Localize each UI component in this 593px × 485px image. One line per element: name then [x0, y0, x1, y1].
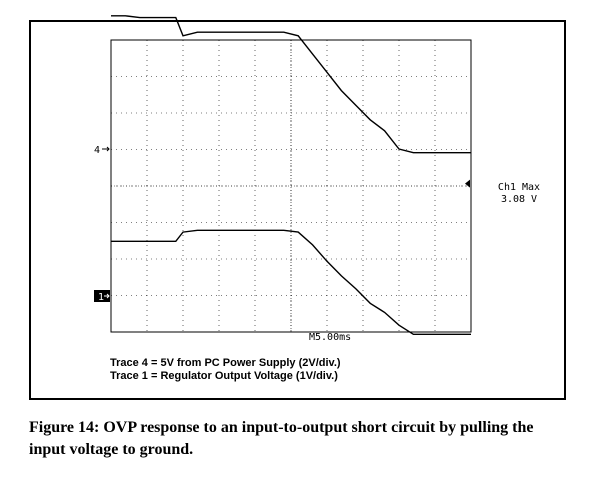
channel-marker-1: 1 [94, 290, 110, 303]
ch1-max-value: 3.08 V [501, 194, 537, 205]
trace-4 [111, 15, 471, 154]
trace-legend: Trace 4 = 5V from PC Power Supply (2V/di… [110, 357, 341, 383]
trace-1 [111, 229, 471, 335]
graticule [110, 39, 472, 333]
legend-trace-4: Trace 4 = 5V from PC Power Supply (2V/di… [110, 357, 341, 369]
time-base-label: M5.00ms [309, 332, 351, 343]
channel-marker-arrow [104, 293, 110, 299]
channel-marker-box [94, 290, 110, 302]
figure-caption: Figure 14: OVP response to an input-to-o… [29, 419, 534, 458]
channel-markers: 41 [94, 145, 470, 303]
traces [111, 15, 471, 335]
channel-marker-4: 4 [94, 145, 110, 156]
channel-marker-label: 4 [94, 145, 100, 156]
ch1-max-label: Ch1 Max [498, 182, 540, 193]
channel-marker-label: 1 [98, 292, 104, 303]
figure-frame [29, 20, 566, 400]
ch1-max-indicator-icon [465, 179, 470, 188]
legend-trace-1: Trace 1 = Regulator Output Voltage (1V/d… [110, 370, 338, 382]
channel-marker-arrow [102, 146, 110, 152]
